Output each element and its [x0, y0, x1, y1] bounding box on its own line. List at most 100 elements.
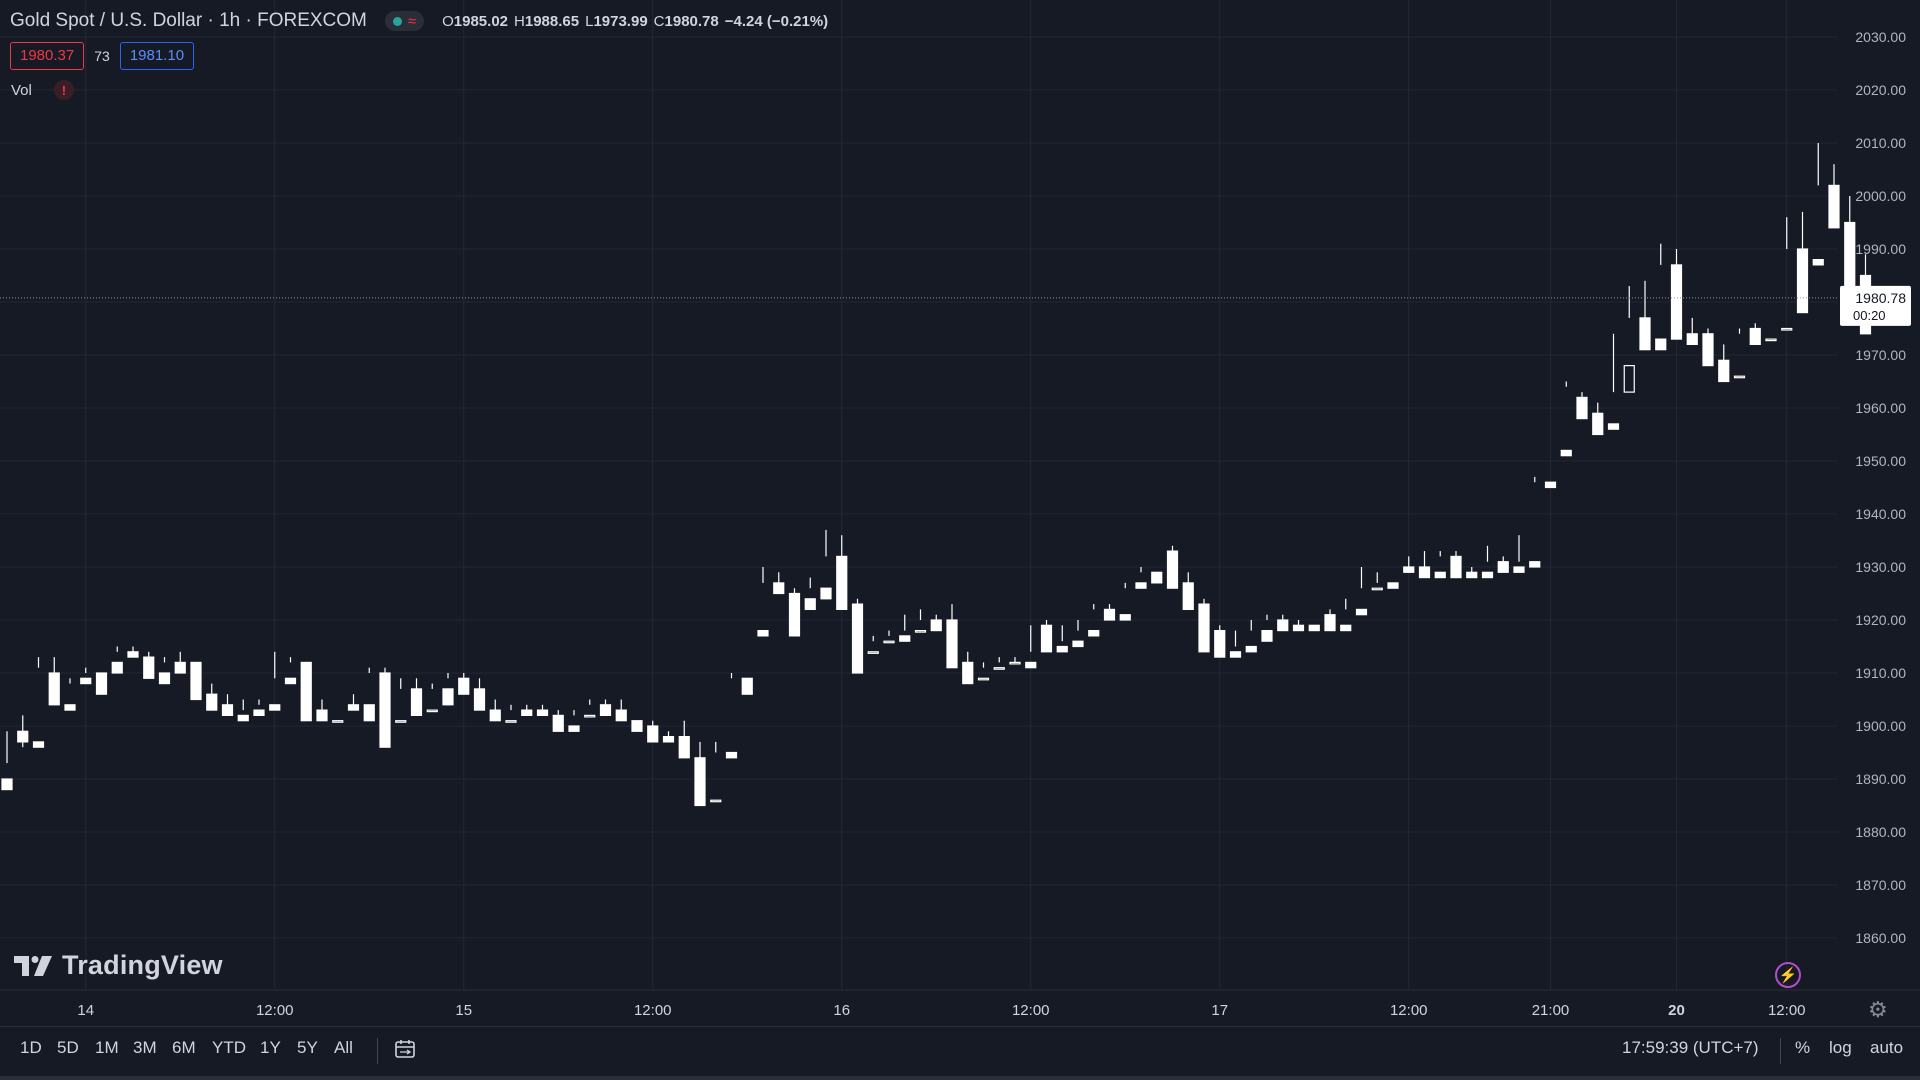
candle — [552, 710, 564, 732]
range-button-5y[interactable]: 5Y — [297, 1038, 318, 1057]
candle — [694, 741, 706, 807]
toolbar-divider — [377, 1038, 378, 1064]
lightning-icon[interactable]: ⚡ — [1775, 962, 1801, 988]
tradingview-logo[interactable]: TradingView — [14, 950, 223, 981]
buy-button[interactable]: 1981.10 — [119, 42, 195, 70]
ohlc-values: O1985.02 H1988.65 L1973.99 C1980.78 −4.2… — [442, 13, 828, 30]
last-price-tag[interactable]: 1980.78 00:20 — [1840, 285, 1911, 326]
candle — [1135, 567, 1147, 589]
time-tick-label: 15 — [455, 1002, 472, 1019]
candle — [725, 673, 738, 759]
open-label: O — [442, 12, 454, 30]
candle-body-down — [143, 656, 155, 679]
candle — [1072, 620, 1084, 648]
sell-button[interactable]: 1980.37 — [10, 42, 85, 70]
candle-body-down — [757, 629, 769, 637]
candle-body-down — [1796, 248, 1809, 314]
candle — [505, 704, 517, 723]
candle-body-down — [804, 598, 816, 610]
candle-body-down — [1261, 629, 1273, 642]
candle — [1749, 323, 1761, 345]
range-button-6m[interactable]: 6M — [172, 1038, 196, 1057]
candle — [899, 614, 911, 642]
symbol-title[interactable]: Gold Spot / U.S. Dollar · 1h · FOREXCOM — [10, 10, 367, 31]
candle — [253, 699, 265, 716]
price-chart[interactable]: 2030.00 2020.00 2010.00 2000.00 1990.00 1980.… — [0, 0, 1920, 1026]
range-button-ytd[interactable]: YTD — [212, 1038, 246, 1057]
candle — [615, 699, 627, 722]
candle-body-down — [725, 751, 738, 759]
candle-body-down — [741, 677, 753, 695]
candle — [741, 677, 753, 695]
candle-body-down — [458, 677, 470, 695]
candle — [1261, 614, 1273, 642]
candle — [1592, 402, 1604, 436]
candle-body-down — [190, 661, 202, 701]
candle — [158, 657, 171, 685]
candle-body-down — [1277, 619, 1289, 632]
candle — [237, 699, 249, 722]
time-axis: 14 12:00 15 12:00 16 12:00 17 12:00 21:00 20 12:00 — [0, 989, 1920, 1019]
logo-text: TradingView — [62, 950, 223, 980]
candle — [1009, 657, 1021, 665]
calendar-range-icon[interactable] — [395, 1040, 415, 1058]
warning-icon[interactable]: ! — [53, 80, 74, 100]
candle — [426, 683, 438, 713]
candle — [332, 720, 344, 723]
candle-body-down — [237, 714, 249, 722]
candle-body-up — [977, 677, 990, 681]
candle — [300, 661, 312, 722]
candle — [1088, 604, 1100, 637]
candle — [379, 667, 391, 748]
candle — [221, 694, 234, 716]
candle-body-down — [206, 693, 218, 711]
candle — [599, 699, 612, 716]
candle — [206, 683, 218, 711]
price-tick-label: 1870.00 — [1855, 877, 1906, 893]
volume-indicator[interactable]: Vol ! — [11, 80, 74, 100]
candle-body-down — [1340, 624, 1352, 632]
price-tick-label: 1900.00 — [1855, 718, 1906, 734]
candle-body-up — [867, 651, 879, 654]
candle-body-down — [1434, 571, 1446, 579]
candle-body-down — [1182, 582, 1194, 611]
range-button-1y[interactable]: 1Y — [260, 1038, 281, 1057]
candle-body-down — [127, 651, 139, 658]
candle — [1103, 604, 1116, 621]
gear-icon[interactable]: ⚙ — [1868, 997, 1888, 1022]
candle-body-down — [1119, 614, 1131, 621]
candle-body-down — [158, 672, 171, 685]
candle — [1718, 344, 1730, 383]
price-tick-label: 1930.00 — [1855, 559, 1906, 575]
candle-body-down — [221, 704, 234, 716]
candle-body-down — [1245, 645, 1257, 653]
candle — [946, 604, 958, 669]
candle — [1214, 625, 1226, 658]
price-tick-label: 1880.00 — [1855, 824, 1906, 840]
percent-toggle[interactable]: % — [1795, 1038, 1811, 1057]
auto-toggle[interactable]: auto — [1870, 1038, 1904, 1057]
candle-body-down — [1418, 566, 1431, 579]
candle-body-down — [316, 709, 328, 722]
candle — [1025, 625, 1037, 669]
range-button-3m[interactable]: 3M — [133, 1038, 157, 1057]
range-button-5d[interactable]: 5D — [57, 1038, 79, 1057]
price-tick-label: 1940.00 — [1855, 506, 1906, 522]
candle — [710, 741, 722, 803]
log-toggle[interactable]: log — [1829, 1038, 1852, 1057]
close-value: 1980.78 — [664, 12, 719, 30]
range-button-1d[interactable]: 1D — [20, 1038, 42, 1057]
candle-body-down — [1481, 571, 1494, 579]
candle — [993, 657, 1005, 670]
spread-value: 73 — [94, 48, 110, 64]
range-button-all[interactable]: All — [334, 1038, 353, 1057]
candle — [977, 662, 990, 681]
clock-timezone[interactable]: 17:59:39 (UTC+7) — [1622, 1038, 1759, 1057]
high-value: 1988.65 — [524, 12, 580, 30]
candle — [1355, 567, 1368, 616]
bottom-toolbar — [0, 1026, 1920, 1077]
time-tick-label: 12:00 — [1768, 1002, 1806, 1019]
range-button-1m[interactable]: 1M — [95, 1038, 119, 1057]
market-status-pill[interactable]: ≈ — [384, 11, 425, 31]
candle — [1056, 625, 1068, 653]
